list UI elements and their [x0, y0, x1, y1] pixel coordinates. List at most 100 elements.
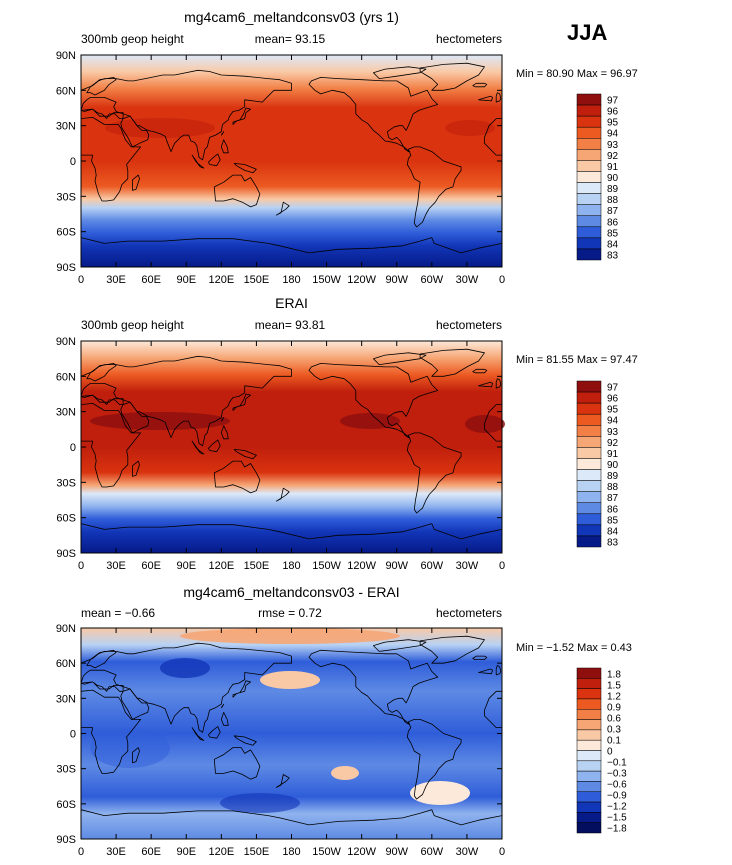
field-feature [180, 628, 400, 644]
colorbar-swatch [576, 193, 602, 205]
colorbar-swatch [576, 801, 602, 813]
colorbar-swatch [576, 750, 602, 762]
y-tick-label: 30S [56, 764, 76, 776]
coastline [86, 77, 117, 96]
colorbar-swatch [576, 425, 602, 437]
colorbar-label: −1.8 [607, 824, 627, 835]
y-tick-label: 90N [56, 336, 76, 348]
y-tick-label: 30S [56, 191, 76, 203]
coastline [406, 432, 462, 514]
x-tick-label: 30W [456, 560, 479, 572]
coastline [80, 809, 503, 840]
colorbar-label: 1.2 [607, 692, 621, 703]
colorbar-swatch [576, 781, 602, 792]
coastline [220, 425, 229, 440]
x-tick-label: 60W [421, 560, 444, 572]
coastline [208, 153, 221, 167]
coastline [191, 154, 205, 169]
colorbar-label: 86 [607, 504, 619, 515]
colorbar-label: 1.8 [607, 670, 621, 681]
x-tick-label: 180 [282, 846, 300, 858]
coastline [495, 92, 502, 103]
season-label: JJA [567, 20, 607, 45]
colorbar-swatch [576, 791, 602, 803]
colorbar-swatch [576, 458, 602, 470]
colorbar-swatch [576, 215, 602, 228]
x-tick-label: 30E [106, 274, 126, 286]
coastline [406, 146, 462, 228]
coastline [275, 487, 290, 502]
field-feature [105, 118, 215, 138]
chart-title: ERAI [275, 295, 308, 311]
left-label: 300mb geop height [81, 32, 184, 46]
y-tick-label: 0 [70, 156, 76, 168]
colorbar-swatch [576, 760, 602, 772]
coastline [220, 417, 225, 422]
x-tick-label: 120W [347, 274, 376, 286]
colorbar-swatch [576, 524, 602, 537]
colorbar-label: 94 [607, 416, 619, 427]
chart-panel-1: mg4cam6_meltandconsv03 (yrs 1)300mb geop… [56, 9, 638, 286]
coastline [220, 712, 229, 726]
colorbar-label: −1.5 [607, 813, 627, 824]
coastline [208, 439, 221, 453]
chart-title: mg4cam6_meltandconsv03 - ERAI [183, 584, 399, 600]
y-tick-label: 90N [56, 50, 76, 62]
colorbar-swatch [576, 380, 602, 393]
x-tick-label: 60W [421, 274, 444, 286]
coastline [472, 655, 488, 660]
coastline [232, 680, 251, 698]
colorbar-label: 85 [607, 515, 619, 526]
field-feature [160, 658, 210, 678]
coastline [373, 66, 427, 79]
colorbar-swatch [576, 469, 602, 481]
coastlines [80, 635, 503, 840]
coastline [80, 394, 150, 434]
colorbar-swatch [576, 115, 602, 128]
colorbar-label: 89 [607, 184, 619, 195]
colorbar-swatch [576, 709, 602, 720]
y-tick-label: 30N [56, 693, 76, 705]
x-tick-label: 0 [78, 274, 84, 286]
colorbar-swatch [576, 447, 602, 459]
colorbar-label: 93 [607, 140, 619, 151]
left-label: 300mb geop height [81, 318, 184, 332]
left-label: mean = −0.66 [81, 606, 155, 620]
coastline [308, 77, 439, 152]
colorbar-label: 1.5 [607, 681, 621, 692]
field-feature [445, 120, 495, 136]
coastline [213, 460, 261, 494]
coastline [220, 131, 225, 136]
coastline [191, 727, 205, 741]
coastline [220, 139, 229, 154]
colorbar-swatch [576, 93, 602, 106]
coastline [373, 639, 427, 652]
colorbar-label: 0.3 [607, 725, 621, 736]
colorbar-label: 84 [607, 239, 619, 250]
x-tick-label: 30E [106, 846, 126, 858]
y-tick-label: 90S [56, 834, 76, 846]
colorbar-label: 83 [607, 250, 619, 261]
colorbar-swatch [576, 667, 602, 679]
colorbar-swatch [576, 729, 602, 741]
colorbar-swatch [576, 739, 602, 751]
coastline [80, 355, 292, 447]
coastline [484, 404, 503, 442]
coastline [80, 523, 503, 554]
colorbar-label: 95 [607, 405, 619, 416]
center-label: rmse = 0.72 [258, 606, 322, 620]
colorbar-label: 87 [607, 206, 619, 217]
colorbar-swatch [576, 126, 602, 139]
coastline [213, 747, 261, 780]
colorbar-label: 0.9 [607, 703, 621, 714]
y-tick-label: 30S [56, 477, 76, 489]
x-tick-label: 90W [385, 846, 408, 858]
x-tick-label: 90E [176, 846, 196, 858]
x-tick-label: 0 [499, 560, 505, 572]
colorbar-swatch [576, 770, 602, 782]
min-max-label: Min = 80.90 Max = 96.97 [516, 68, 638, 80]
colorbar-label: 88 [607, 195, 619, 206]
colorbar-swatch [576, 535, 602, 548]
colorbar-label: 93 [607, 427, 619, 438]
